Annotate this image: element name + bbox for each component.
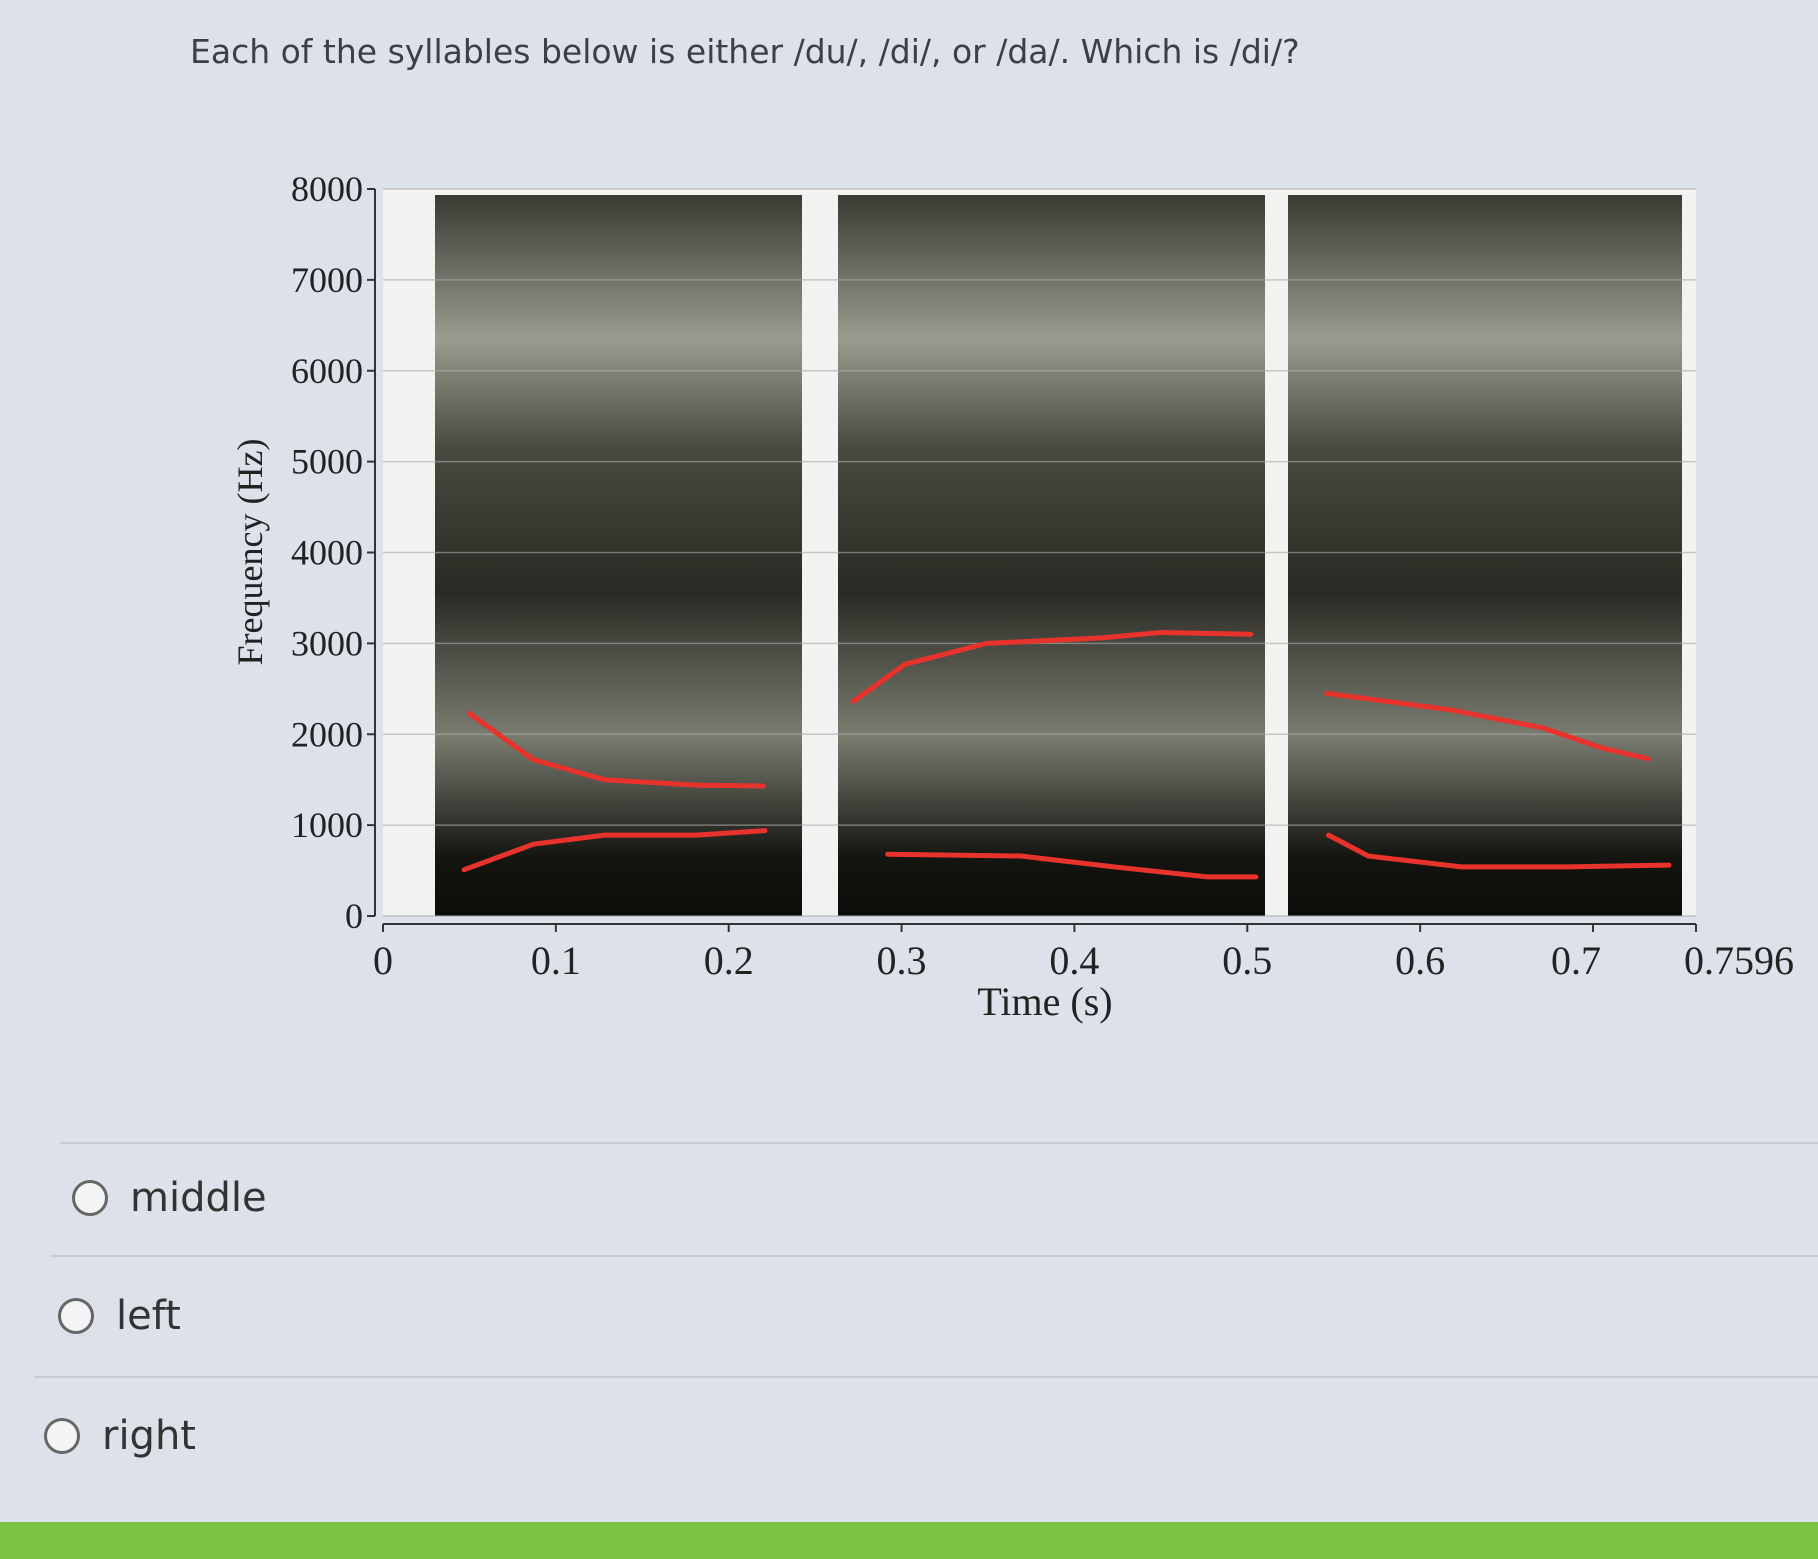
y-tick-label: 4000 [291, 533, 363, 573]
y-tick-label: 6000 [291, 351, 363, 391]
y-tick-label: 1000 [291, 805, 363, 845]
y-tick-label: 8000 [291, 169, 363, 209]
y-tick-label: 7000 [291, 260, 363, 300]
formant-track [850, 630, 1254, 704]
option[interactable]: right [44, 1413, 196, 1459]
x-tick-label: 0.3 [877, 938, 927, 983]
spectrogram-block [435, 195, 802, 916]
formant-track [885, 851, 1259, 880]
option-label: right [102, 1413, 196, 1459]
divider [60, 1142, 1818, 1144]
option[interactable]: middle [72, 1175, 267, 1221]
spectrogram-block [838, 195, 1265, 916]
formant-track [1324, 690, 1651, 762]
x-tick-label: 0.7596 [1684, 938, 1794, 983]
y-axis-label: Frequency (Hz) [230, 439, 270, 666]
y-tick-label: 0 [345, 896, 363, 936]
divider [35, 1376, 1818, 1378]
x-tick-label: 0 [373, 938, 393, 983]
formant-track [1326, 832, 1672, 870]
option[interactable]: left [58, 1293, 181, 1339]
x-axis-label: Time (s) [977, 979, 1112, 1024]
x-tick-label: 0.1 [531, 938, 581, 983]
formant-track [461, 828, 768, 873]
spectrogram-chart: 0 1000 2000 3000 4000 5000 6000 7000 8000 0 0.1 0.2… [230, 169, 1794, 1024]
option-label: middle [130, 1175, 267, 1221]
x-tick-label: 0.5 [1222, 938, 1272, 983]
divider [50, 1255, 1818, 1257]
x-tick-label: 0.7 [1551, 938, 1601, 983]
x-tick-label: 0.4 [1049, 938, 1099, 983]
y-tick-label: 5000 [291, 442, 363, 482]
x-tick-label: 0.6 [1395, 938, 1445, 983]
option-label: left [116, 1293, 181, 1339]
formant-track [466, 710, 766, 789]
x-tick-label: 0.2 [704, 938, 754, 983]
spectrogram-block [1288, 195, 1682, 916]
y-tick-label: 3000 [291, 623, 363, 663]
question: Each of the syllables below is either /d… [190, 32, 1300, 71]
footer-bar [0, 1522, 1818, 1559]
y-tick-label: 2000 [291, 714, 363, 754]
